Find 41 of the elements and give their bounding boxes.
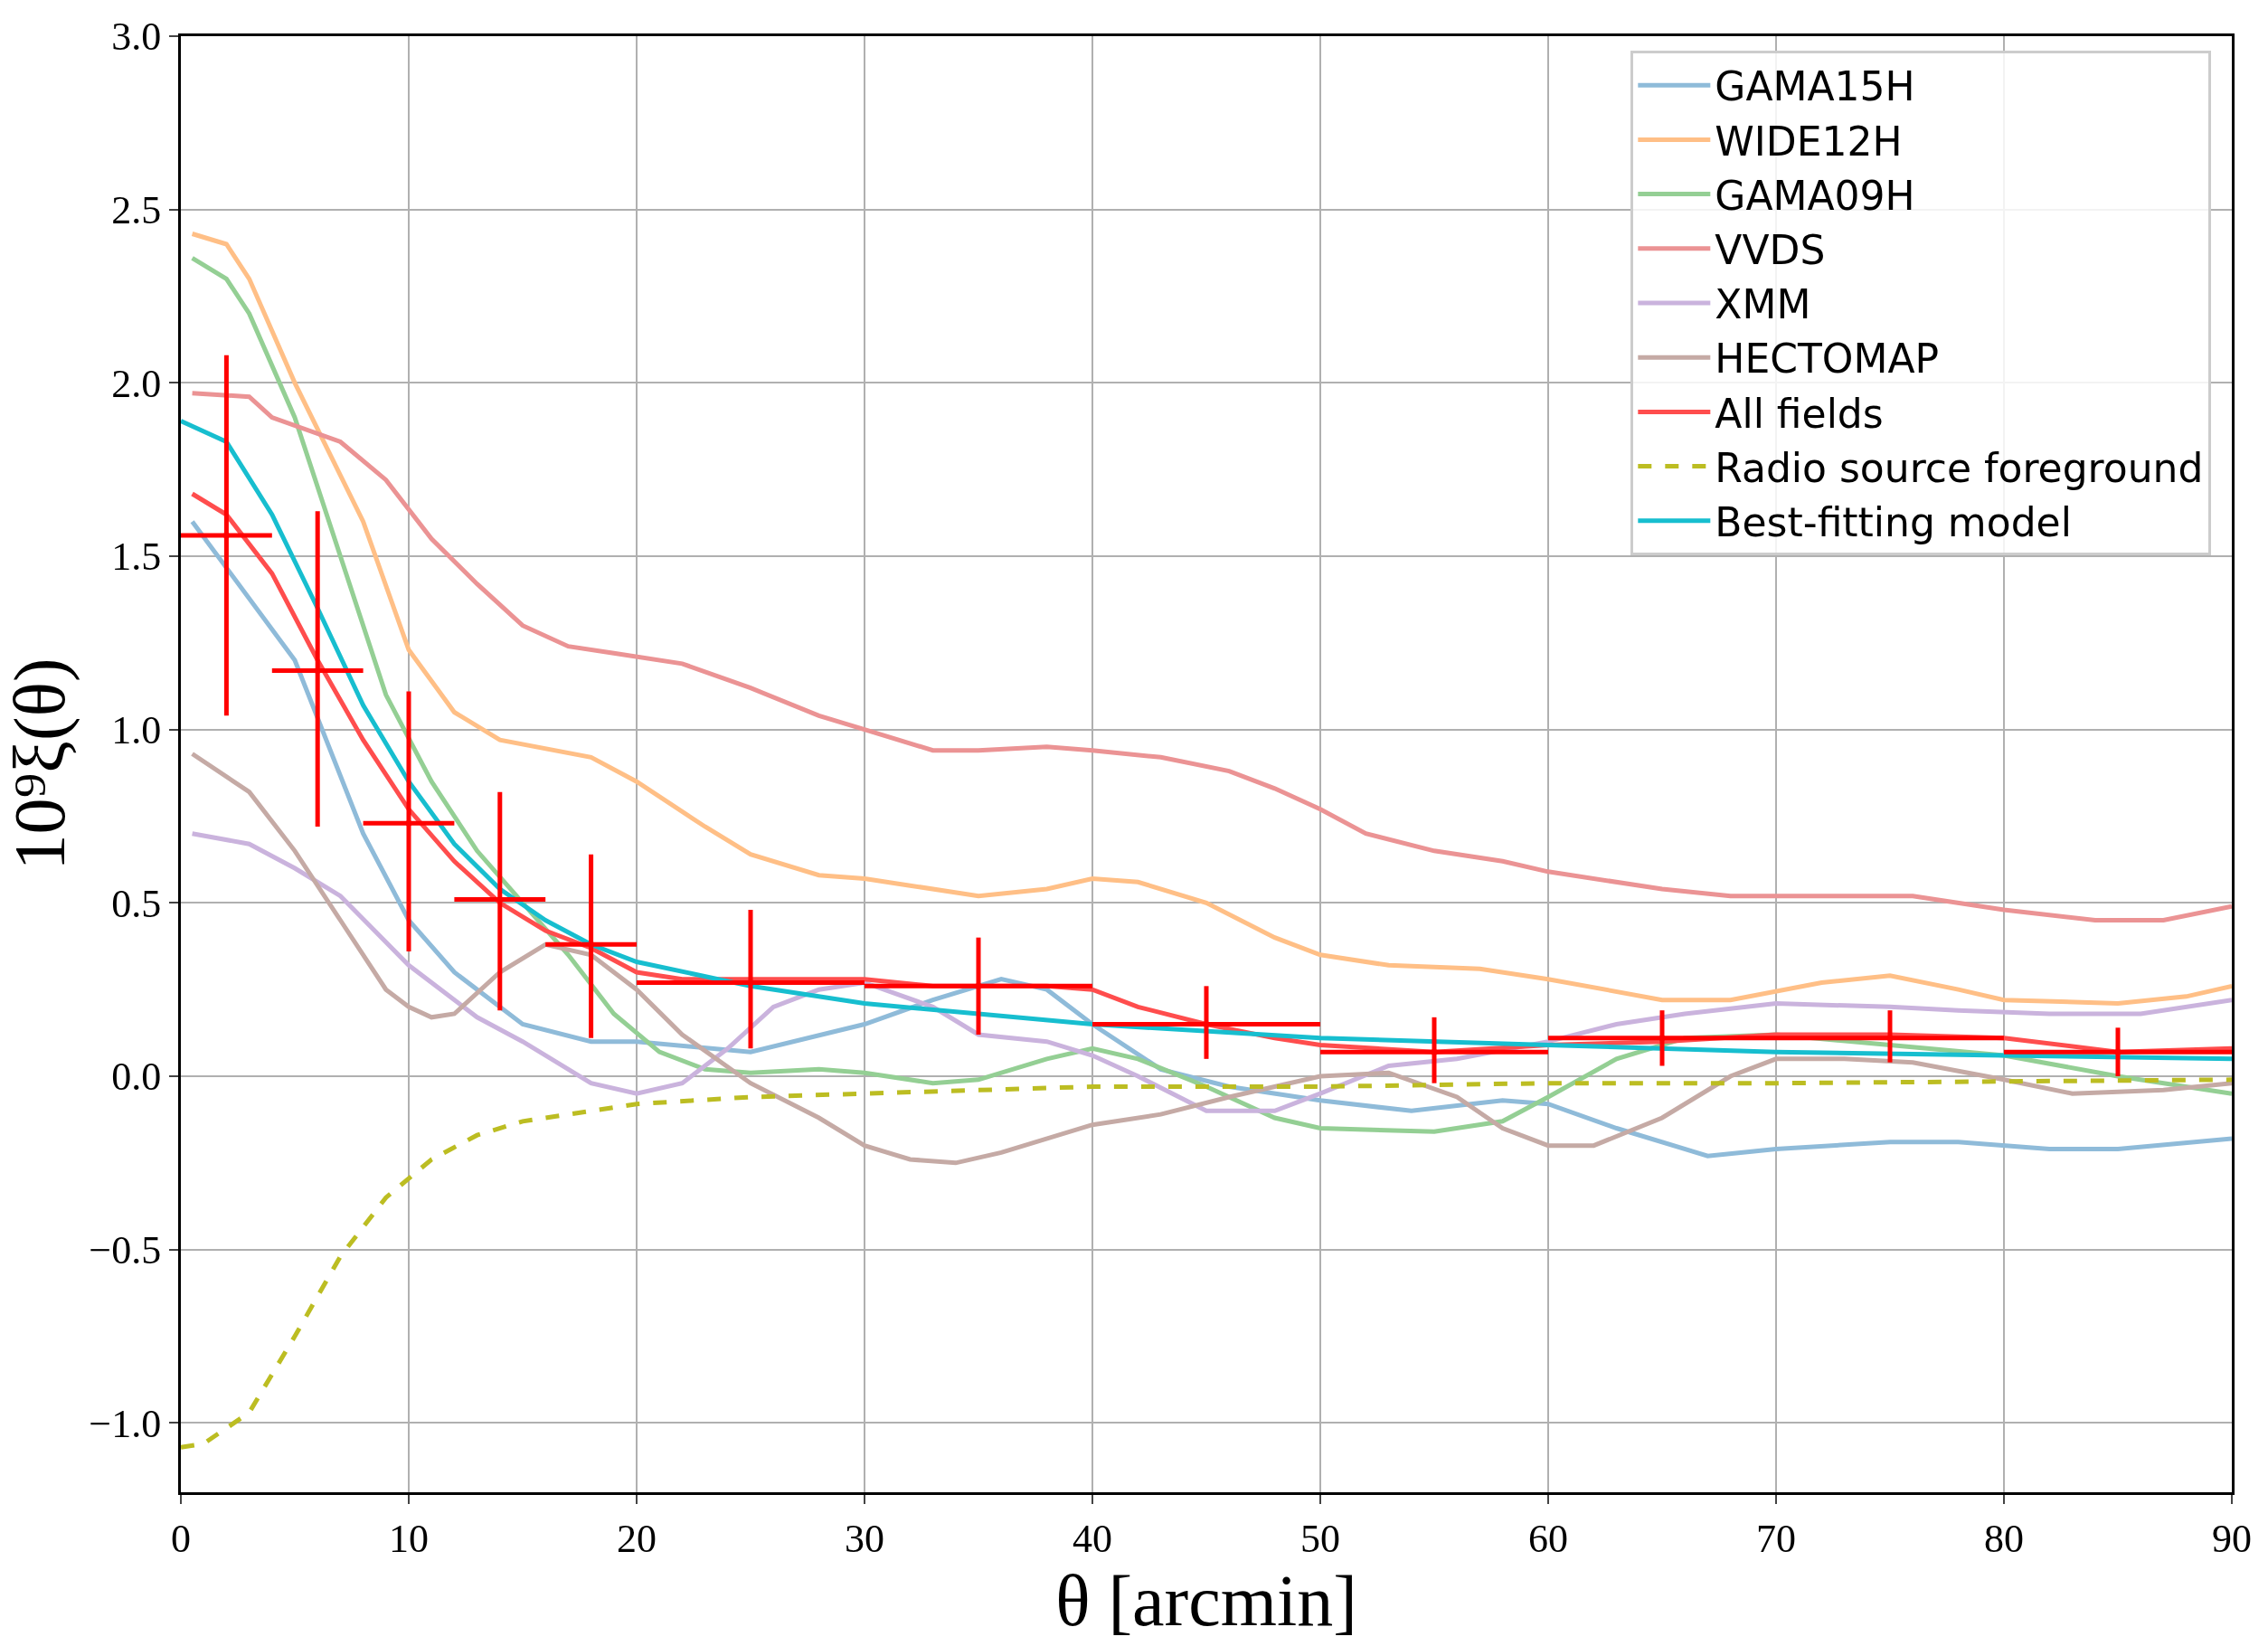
legend-label: XMM bbox=[1715, 281, 1811, 328]
point bbox=[588, 941, 595, 948]
x-tick-label: 40 bbox=[1073, 1516, 1112, 1561]
point bbox=[222, 532, 230, 539]
y-tick-label: −1.0 bbox=[89, 1401, 162, 1446]
point bbox=[1658, 1035, 1666, 1042]
y-tick-label: 0.0 bbox=[111, 1055, 162, 1100]
point bbox=[1203, 1021, 1210, 1027]
x-tick-label: 0 bbox=[171, 1516, 191, 1561]
y-tick-label: 2.0 bbox=[111, 361, 162, 406]
legend-label: Radio source foreground bbox=[1715, 444, 2204, 491]
legend-label: GAMA09H bbox=[1715, 172, 1915, 219]
point bbox=[1431, 1048, 1438, 1055]
point bbox=[314, 667, 321, 674]
y-tick-label: 3.0 bbox=[111, 14, 162, 60]
point bbox=[975, 982, 982, 989]
x-tick-label: 10 bbox=[389, 1516, 429, 1561]
x-tick-label: 90 bbox=[2212, 1516, 2252, 1561]
point bbox=[1886, 1035, 1894, 1042]
y-tick-label: 0.5 bbox=[111, 881, 162, 926]
y-tick-label: 1.0 bbox=[111, 708, 162, 753]
legend-label: All fields bbox=[1715, 390, 1884, 437]
point bbox=[2114, 1048, 2122, 1055]
legend-label: GAMA15H bbox=[1715, 63, 1915, 110]
y-tick-label: 1.5 bbox=[111, 534, 162, 580]
x-tick-label: 60 bbox=[1528, 1516, 1568, 1561]
x-axis-title: θ [arcmin] bbox=[1055, 1560, 1357, 1641]
x-tick-label: 80 bbox=[1984, 1516, 2024, 1561]
x-tick-label: 30 bbox=[845, 1516, 884, 1561]
legend-label: VVDS bbox=[1715, 226, 1826, 273]
point bbox=[496, 896, 504, 903]
x-tick-label: 20 bbox=[617, 1516, 657, 1561]
x-tick-label: 50 bbox=[1300, 1516, 1340, 1561]
point bbox=[405, 819, 412, 827]
y-tick-label: 2.5 bbox=[111, 188, 162, 233]
legend-label: WIDE12H bbox=[1715, 118, 1903, 165]
legend-label: Best-fitting model bbox=[1715, 498, 2072, 545]
y-tick-label: −0.5 bbox=[89, 1228, 162, 1273]
x-tick-label: 70 bbox=[1756, 1516, 1796, 1561]
legend-label: HECTOMAP bbox=[1715, 336, 1940, 383]
y-axis-title: 10⁹ξ(θ) bbox=[0, 657, 80, 871]
